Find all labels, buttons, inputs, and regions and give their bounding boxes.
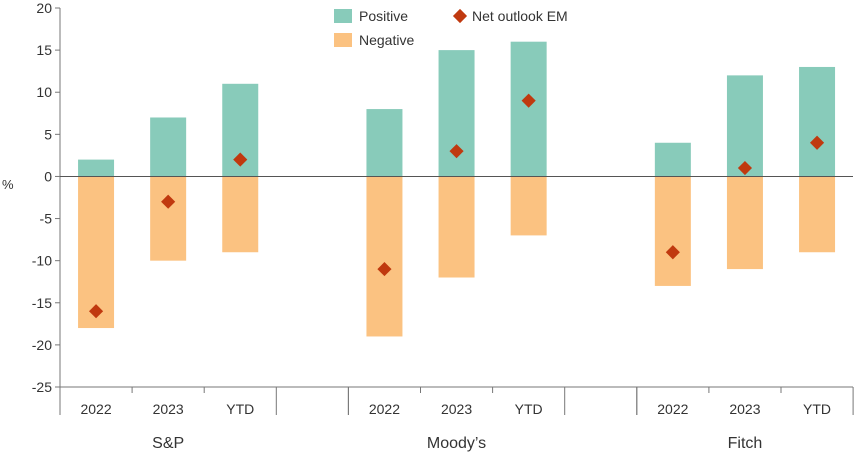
x-tick-label: 2022 bbox=[657, 401, 688, 417]
bar-negative bbox=[654, 176, 691, 286]
y-tick-label: -5 bbox=[40, 211, 53, 227]
bar-negative bbox=[222, 176, 259, 253]
net-marker bbox=[521, 93, 536, 108]
legend-swatch-negative bbox=[334, 33, 352, 47]
legend-swatch-positive bbox=[334, 9, 352, 23]
net-marker bbox=[88, 304, 104, 319]
y-tick-label: 10 bbox=[36, 84, 52, 100]
y-tick-label: -10 bbox=[32, 253, 52, 269]
y-tick-label: 20 bbox=[36, 0, 52, 16]
group-label: Moody’s bbox=[427, 435, 486, 452]
y-axis-label: % bbox=[2, 177, 14, 192]
bar-negative bbox=[366, 176, 403, 337]
net-marker bbox=[665, 245, 680, 260]
net-marker bbox=[809, 135, 825, 150]
bar-positive bbox=[654, 142, 691, 177]
bar-negative bbox=[510, 176, 547, 236]
y-tick-label: -15 bbox=[32, 295, 52, 311]
x-tick-label: YTD bbox=[515, 401, 543, 417]
legend-label-positive: Positive bbox=[359, 8, 408, 24]
net-marker bbox=[161, 194, 176, 209]
bar-positive bbox=[78, 159, 115, 177]
y-tick-label: -20 bbox=[32, 337, 52, 353]
net-marker bbox=[377, 262, 392, 277]
legend-label-negative: Negative bbox=[359, 32, 414, 48]
net-marker bbox=[233, 152, 248, 167]
bar-positive bbox=[510, 41, 547, 177]
group-label: S&P bbox=[152, 435, 184, 452]
bar-negative bbox=[799, 176, 836, 253]
y-tick-label: -25 bbox=[32, 379, 52, 395]
x-tick-label: 2022 bbox=[80, 401, 111, 417]
bar-negative bbox=[726, 176, 763, 270]
bar-positive bbox=[799, 66, 836, 177]
bar-negative bbox=[150, 176, 187, 261]
y-tick-label: 15 bbox=[36, 42, 52, 58]
x-tick-label: 2022 bbox=[369, 401, 400, 417]
y-tick-label: 0 bbox=[44, 168, 52, 184]
bar-positive bbox=[366, 109, 403, 177]
net-marker bbox=[737, 160, 753, 176]
bar-positive bbox=[150, 117, 187, 177]
group-label: Fitch bbox=[728, 435, 763, 452]
x-tick-label: YTD bbox=[803, 401, 831, 417]
x-tick-label: 2023 bbox=[153, 401, 184, 417]
legend-marker-net bbox=[452, 8, 468, 24]
x-tick-label: YTD bbox=[226, 401, 254, 417]
legend-label-net: Net outlook EM bbox=[472, 8, 568, 24]
x-tick-label: 2023 bbox=[441, 401, 472, 417]
bar-positive bbox=[726, 75, 763, 177]
bar-negative bbox=[438, 176, 475, 278]
net-marker bbox=[449, 144, 464, 159]
x-tick-label: 2023 bbox=[729, 401, 760, 417]
bar-negative bbox=[78, 176, 115, 329]
y-tick-label: 5 bbox=[44, 126, 52, 142]
